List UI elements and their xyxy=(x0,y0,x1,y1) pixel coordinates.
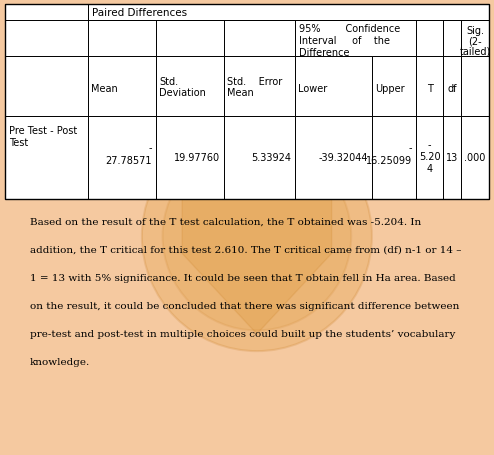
Bar xyxy=(295,57,372,117)
Text: Mean: Mean xyxy=(91,84,118,94)
Bar xyxy=(416,57,443,117)
Bar xyxy=(224,21,295,57)
Text: Paired Differences: Paired Differences xyxy=(92,8,187,18)
Text: 19.97760: 19.97760 xyxy=(174,153,220,163)
Circle shape xyxy=(142,122,372,351)
Bar xyxy=(5,5,88,21)
Text: pre-test and post-test in multiple choices could built up the students’ vocabula: pre-test and post-test in multiple choic… xyxy=(30,329,455,338)
Text: 5.20: 5.20 xyxy=(419,152,440,162)
Text: -: - xyxy=(409,143,412,153)
Text: on the result, it could be concluded that there was significant difference betwe: on the result, it could be concluded tha… xyxy=(30,301,459,310)
Text: T: T xyxy=(426,84,432,94)
Text: Sig.: Sig. xyxy=(466,26,484,36)
Text: -: - xyxy=(149,143,152,153)
Bar xyxy=(5,5,489,200)
Bar xyxy=(88,21,156,57)
Bar xyxy=(443,21,461,57)
Text: (2-: (2- xyxy=(468,37,482,47)
Bar xyxy=(156,21,224,57)
Bar xyxy=(5,117,88,200)
Text: Pre Test - Post: Pre Test - Post xyxy=(9,126,77,136)
Bar xyxy=(461,21,489,57)
Text: Std.    Error: Std. Error xyxy=(227,77,282,87)
Bar xyxy=(156,57,224,117)
Text: Difference: Difference xyxy=(299,48,349,58)
Text: Interval     of    the: Interval of the xyxy=(299,36,390,46)
Text: .000: .000 xyxy=(464,153,486,163)
Text: tailed): tailed) xyxy=(459,47,491,57)
Bar xyxy=(224,117,295,200)
Bar xyxy=(443,117,461,200)
Bar xyxy=(416,21,443,57)
Text: Upper: Upper xyxy=(375,84,405,94)
Bar xyxy=(443,57,461,117)
Text: df: df xyxy=(447,84,457,94)
Circle shape xyxy=(163,142,351,331)
Bar xyxy=(372,117,416,200)
Bar xyxy=(88,57,156,117)
Bar xyxy=(461,57,489,117)
Bar xyxy=(372,57,416,117)
Bar xyxy=(5,57,88,117)
Text: Lower: Lower xyxy=(298,84,327,94)
Text: addition, the T critical for this test 2.610. The T critical came from (df) n-1 : addition, the T critical for this test 2… xyxy=(30,245,461,254)
Text: 16.25099: 16.25099 xyxy=(366,156,412,166)
Bar xyxy=(88,117,156,200)
Text: 95%        Confidence: 95% Confidence xyxy=(299,24,400,34)
Bar xyxy=(295,117,372,200)
Text: 13: 13 xyxy=(446,153,458,163)
Text: Deviation: Deviation xyxy=(159,88,206,98)
Text: -: - xyxy=(428,140,431,150)
Bar xyxy=(224,57,295,117)
Text: 5.33924: 5.33924 xyxy=(251,153,291,163)
Text: -39.32044: -39.32044 xyxy=(319,153,368,163)
Bar xyxy=(416,117,443,200)
Bar xyxy=(295,21,416,57)
Text: 4: 4 xyxy=(426,164,433,174)
Text: Std.: Std. xyxy=(159,77,178,87)
Bar xyxy=(461,117,489,200)
Text: knowledge.: knowledge. xyxy=(30,357,90,366)
Bar xyxy=(156,117,224,200)
Text: 27.78571: 27.78571 xyxy=(106,156,152,166)
Text: Test: Test xyxy=(9,138,28,148)
Bar xyxy=(5,21,88,57)
Bar xyxy=(88,5,489,21)
Text: Based on the result of the T test calculation, the T obtained was -5.204. In: Based on the result of the T test calcul… xyxy=(30,217,421,227)
Text: Mean: Mean xyxy=(227,88,254,98)
Text: 1 = 13 with 5% significance. It could be seen that T obtain fell in Ha area. Bas: 1 = 13 with 5% significance. It could be… xyxy=(30,273,456,283)
Polygon shape xyxy=(182,139,331,334)
